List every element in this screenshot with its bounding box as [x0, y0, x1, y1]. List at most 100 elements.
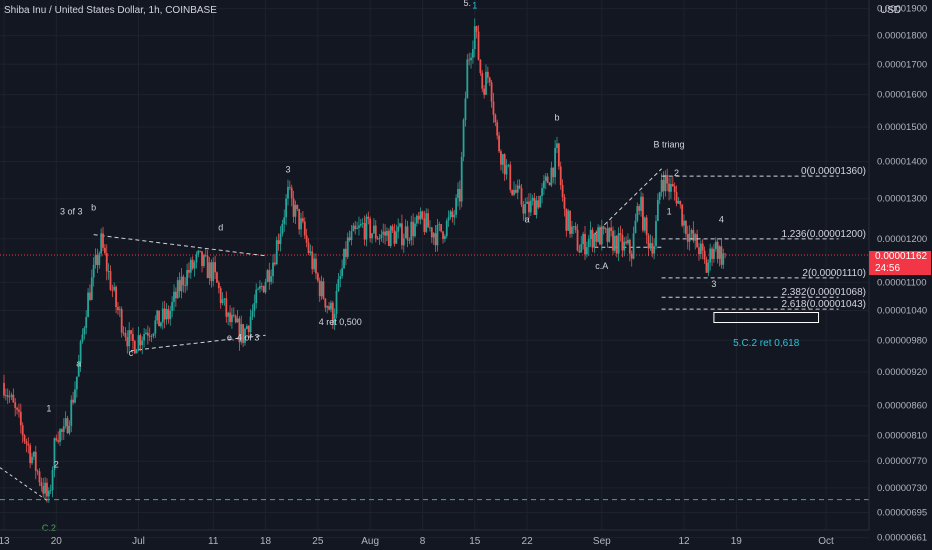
candle-body[interactable] [231, 314, 233, 323]
candle-body[interactable] [137, 335, 140, 350]
candle-body[interactable] [354, 225, 357, 229]
candle-body[interactable] [543, 180, 545, 189]
candle-body[interactable] [272, 262, 274, 277]
candle-body[interactable] [563, 197, 566, 209]
candle-body[interactable] [94, 255, 97, 265]
candle-body[interactable] [337, 279, 340, 291]
candle-body[interactable] [589, 229, 592, 239]
candle-body[interactable] [132, 334, 134, 341]
candle-body[interactable] [432, 233, 435, 238]
candle-body[interactable] [219, 288, 222, 304]
candle-body[interactable] [223, 298, 226, 300]
candle-body[interactable] [27, 443, 30, 446]
candle-body[interactable] [486, 71, 489, 78]
candle-body[interactable] [627, 239, 629, 244]
candle-body[interactable] [275, 240, 278, 265]
candle-body[interactable] [229, 312, 231, 323]
candle-body[interactable] [522, 204, 525, 214]
candle-body[interactable] [309, 251, 312, 253]
candle-body[interactable] [232, 314, 235, 316]
candle-body[interactable] [404, 226, 407, 239]
candle-body[interactable] [481, 73, 484, 89]
candle-body[interactable] [571, 226, 573, 234]
candle-body[interactable] [180, 276, 183, 292]
candle-body[interactable] [290, 187, 293, 199]
candle-body[interactable] [74, 389, 76, 403]
candle-body[interactable] [640, 196, 642, 211]
candle-body[interactable] [688, 233, 691, 242]
price-axis[interactable]: 0.00001900 0.00001800 0.00001700 0.00001600… [877, 4, 927, 544]
candle-body[interactable] [53, 438, 56, 470]
candle-body[interactable] [658, 192, 661, 200]
candle-body[interactable] [529, 200, 532, 213]
candle-body[interactable] [449, 211, 452, 218]
candle-body[interactable] [656, 199, 659, 222]
candle-body[interactable] [651, 243, 654, 254]
candle-body[interactable] [410, 221, 413, 240]
candle-body[interactable] [628, 239, 631, 254]
candle-body[interactable] [311, 251, 314, 270]
candle-body[interactable] [152, 333, 155, 337]
candle-body[interactable] [221, 299, 224, 304]
candle-body[interactable] [649, 243, 652, 249]
candle-body[interactable] [279, 233, 282, 244]
candle-body[interactable] [401, 223, 403, 246]
candle-body[interactable] [528, 201, 530, 213]
candle-body[interactable] [552, 167, 555, 178]
candle-body[interactable] [225, 298, 228, 317]
candle-body[interactable] [402, 238, 405, 246]
candle-body[interactable] [300, 218, 302, 230]
candle-body[interactable] [77, 363, 80, 377]
candle-body[interactable] [677, 201, 680, 204]
candle-body[interactable] [307, 242, 310, 253]
candle-body[interactable] [373, 225, 375, 234]
candle-body[interactable] [425, 213, 428, 232]
candle-body[interactable] [619, 233, 622, 235]
candle-body[interactable] [51, 469, 54, 490]
candle-body[interactable] [520, 187, 523, 205]
candle-body[interactable] [660, 179, 663, 193]
candle-body[interactable] [34, 451, 37, 471]
candle-body[interactable] [313, 258, 316, 270]
candle-body[interactable] [298, 208, 301, 230]
candle-body[interactable] [653, 246, 656, 254]
candle-body[interactable] [160, 322, 162, 327]
candle-body[interactable] [341, 268, 344, 277]
candle-body[interactable] [369, 218, 372, 239]
candle-body[interactable] [36, 470, 39, 472]
candle-body[interactable] [118, 309, 121, 311]
candle-body[interactable] [684, 220, 687, 234]
candle-body[interactable] [259, 286, 261, 289]
candle-body[interactable] [89, 292, 91, 300]
candle-body[interactable] [473, 26, 476, 50]
candle-body[interactable] [565, 208, 568, 231]
candle-body[interactable] [516, 185, 519, 193]
candle-body[interactable] [716, 241, 719, 259]
candle-body[interactable] [554, 147, 557, 178]
candle-body[interactable] [96, 255, 99, 266]
candle-body[interactable] [498, 135, 500, 152]
candle-body[interactable] [16, 407, 18, 410]
candle-body[interactable] [544, 176, 547, 181]
candle-body[interactable] [21, 425, 24, 436]
candle-body[interactable] [561, 185, 564, 198]
candle-body[interactable] [414, 223, 416, 237]
candle-body[interactable] [46, 482, 48, 497]
candle-body[interactable] [165, 309, 168, 320]
candle-body[interactable] [176, 280, 179, 299]
candle-body[interactable] [447, 217, 450, 221]
candle-body[interactable] [4, 395, 7, 396]
candle-body[interactable] [303, 221, 306, 236]
candle-body[interactable] [31, 456, 33, 464]
candle-body[interactable] [475, 26, 478, 32]
candle-body[interactable] [191, 259, 194, 269]
candle-body[interactable] [572, 226, 575, 228]
candle-body[interactable] [143, 334, 146, 341]
candle-body[interactable] [477, 31, 480, 60]
candle-body[interactable] [470, 57, 472, 61]
candle-body[interactable] [161, 308, 164, 323]
candle-body[interactable] [249, 316, 252, 333]
candle-body[interactable] [343, 248, 345, 269]
candle-body[interactable] [690, 230, 693, 234]
candle-body[interactable] [501, 154, 504, 165]
